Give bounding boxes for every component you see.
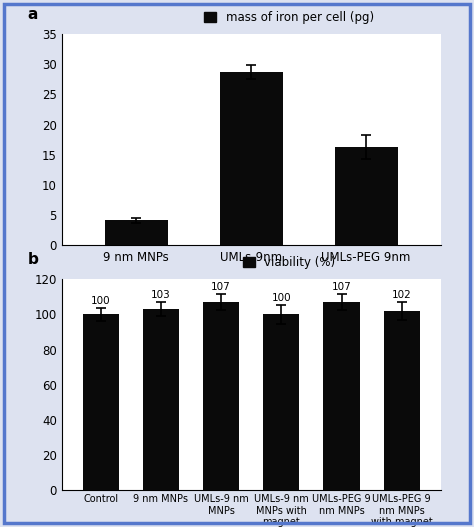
Text: 107: 107 xyxy=(332,282,351,292)
Bar xyxy=(263,315,300,490)
Text: 102: 102 xyxy=(392,290,411,300)
Text: 107: 107 xyxy=(211,282,231,292)
Bar xyxy=(323,302,360,490)
Text: 100: 100 xyxy=(91,296,110,306)
Bar xyxy=(105,220,168,245)
Bar xyxy=(143,309,179,490)
Text: b: b xyxy=(27,252,38,267)
Bar xyxy=(82,315,119,490)
Legend: viability (%): viability (%) xyxy=(238,251,340,274)
Bar xyxy=(203,302,239,490)
Bar xyxy=(335,147,398,245)
Text: 103: 103 xyxy=(151,290,171,300)
Text: 100: 100 xyxy=(272,292,291,302)
Text: a: a xyxy=(27,7,38,22)
Bar xyxy=(219,72,283,245)
Legend: mass of iron per cell (pg): mass of iron per cell (pg) xyxy=(200,6,379,29)
Bar xyxy=(383,311,420,490)
